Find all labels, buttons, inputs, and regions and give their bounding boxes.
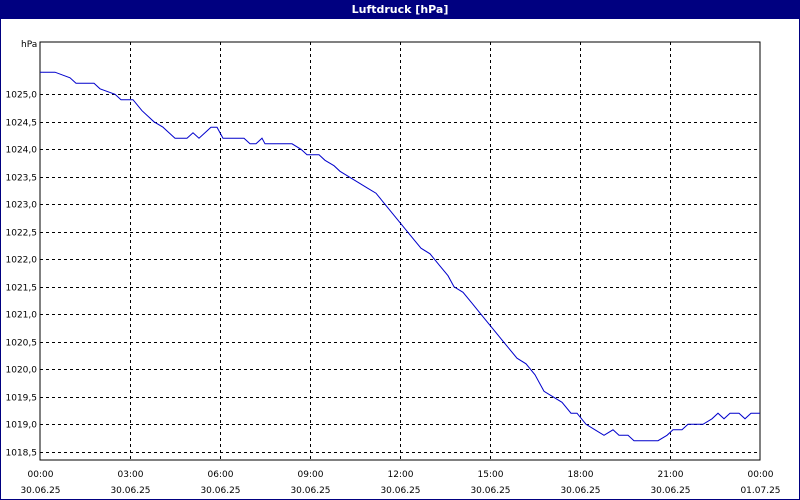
x-tick-time-label: 15:00 [478,470,504,480]
x-tick-time-label: 06:00 [208,470,234,480]
pressure-series-line [40,71,760,442]
x-axis: 00:00 30.06.25 03:00 30.06.25 06:00 30.06.25 0… [20,470,780,496]
x-tick-date-label: 30.06.25 [650,486,690,496]
grid [40,42,760,460]
y-tick-label: 1024,5 [6,119,38,129]
y-axis: 1018,5 1019,0 1019,5 1020,0 1020,5 1021,0 1021… [6,91,38,459]
chart-title: Luftdruck [hPa] [1,1,799,19]
x-tick-date-label: 30.06.25 [290,486,330,496]
y-tick-label: 1021,5 [6,284,38,294]
y-tick-label: 1022,0 [6,256,38,266]
x-tick-time-label: 09:00 [298,470,324,480]
y-tick-label: 1024,0 [6,146,38,156]
x-tick-date-label: 30.06.25 [110,486,150,496]
y-tick-label: 1021,0 [6,311,38,321]
x-tick-date-label: 01.07.25 [740,486,780,496]
x-tick-time-label: 21:00 [658,470,684,480]
x-tick-time-label: 00:00 [28,470,54,480]
y-axis-unit-label: hPa [21,40,37,50]
x-tick-time-label: 12:00 [388,470,414,480]
x-tick-date-label: 30.06.25 [20,486,60,496]
y-tick-label: 1020,0 [6,366,38,376]
x-tick-time-label: 03:00 [118,470,144,480]
y-tick-label: 1025,0 [6,91,38,101]
x-tick-date-label: 30.06.25 [560,486,600,496]
x-tick-time-label: 18:00 [568,470,594,480]
y-tick-label: 1022,5 [6,229,38,239]
y-tick-label: 1019,5 [6,394,38,404]
x-tick-date-label: 30.06.25 [380,486,420,496]
y-tick-label: 1023,5 [6,174,38,184]
y-tick-label: 1023,0 [6,201,38,211]
x-tick-time-label: 00:00 [748,470,774,480]
y-tick-label: 1020,5 [6,339,38,349]
y-tick-label: 1019,0 [6,421,38,431]
x-tick-date-label: 30.06.25 [470,486,510,496]
y-tick-label: 1018,5 [6,449,38,459]
x-tick-date-label: 30.06.25 [200,486,240,496]
